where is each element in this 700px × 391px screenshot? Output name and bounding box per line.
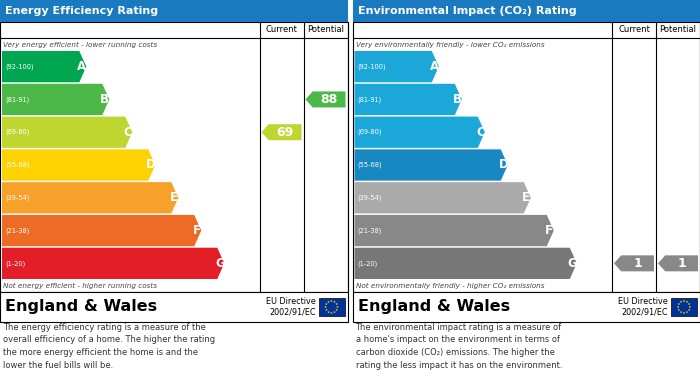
Polygon shape	[336, 306, 339, 308]
Text: C: C	[476, 126, 484, 139]
Bar	[353, 22, 700, 292]
Text: (81-91): (81-91)	[358, 96, 382, 103]
Text: (55-68): (55-68)	[5, 162, 29, 168]
Bar	[353, 0, 700, 22]
Polygon shape	[325, 308, 328, 311]
Text: Not environmentally friendly - higher CO₂ emissions: Not environmentally friendly - higher CO…	[356, 282, 544, 289]
Polygon shape	[2, 51, 86, 82]
Polygon shape	[689, 306, 691, 308]
Text: Environmental Impact (CO₂) Rating: Environmental Impact (CO₂) Rating	[358, 6, 576, 16]
Text: 69: 69	[276, 126, 294, 139]
Text: Very energy efficient - lower running costs: Very energy efficient - lower running co…	[3, 41, 157, 48]
Polygon shape	[354, 117, 485, 148]
Text: Energy Efficiency Rating: Energy Efficiency Rating	[5, 6, 158, 16]
Polygon shape	[680, 311, 682, 313]
Polygon shape	[658, 255, 698, 271]
Polygon shape	[330, 300, 332, 302]
Text: (92-100): (92-100)	[358, 63, 386, 70]
Polygon shape	[2, 248, 224, 279]
Polygon shape	[688, 303, 690, 305]
Polygon shape	[330, 312, 332, 314]
Polygon shape	[354, 215, 554, 246]
Polygon shape	[678, 308, 680, 311]
Text: C: C	[123, 126, 132, 139]
Polygon shape	[2, 182, 178, 213]
Polygon shape	[354, 149, 508, 181]
Text: A: A	[430, 60, 439, 73]
Polygon shape	[2, 117, 132, 148]
Polygon shape	[686, 301, 688, 303]
Text: B: B	[453, 93, 462, 106]
Polygon shape	[262, 124, 302, 140]
Text: Not energy efficient - higher running costs: Not energy efficient - higher running co…	[3, 282, 157, 289]
Bar	[318, 298, 344, 316]
Polygon shape	[688, 308, 690, 311]
Polygon shape	[328, 301, 330, 303]
Text: EU Directive
2002/91/EC: EU Directive 2002/91/EC	[618, 297, 668, 317]
Bar	[353, 292, 700, 322]
Text: G: G	[215, 257, 225, 270]
Text: England & Wales: England & Wales	[358, 300, 510, 314]
Text: (39-54): (39-54)	[5, 195, 29, 201]
Text: A: A	[77, 60, 86, 73]
Text: (69-80): (69-80)	[358, 129, 382, 135]
Polygon shape	[682, 300, 685, 302]
Polygon shape	[354, 84, 462, 115]
Text: England & Wales: England & Wales	[5, 300, 157, 314]
Text: (55-68): (55-68)	[358, 162, 382, 168]
Text: 88: 88	[321, 93, 337, 106]
Polygon shape	[678, 303, 680, 305]
Text: B: B	[100, 93, 109, 106]
Polygon shape	[677, 306, 679, 308]
Polygon shape	[2, 84, 109, 115]
Polygon shape	[328, 311, 330, 313]
Bar	[0, 292, 347, 322]
Text: D: D	[146, 158, 155, 172]
Text: F: F	[193, 224, 201, 237]
Polygon shape	[335, 303, 338, 305]
Polygon shape	[333, 301, 336, 303]
Text: Current: Current	[618, 25, 650, 34]
Polygon shape	[354, 248, 577, 279]
Text: EU Directive
2002/91/EC: EU Directive 2002/91/EC	[266, 297, 316, 317]
Polygon shape	[305, 91, 346, 108]
Text: (21-38): (21-38)	[5, 227, 29, 234]
Text: (92-100): (92-100)	[5, 63, 34, 70]
Polygon shape	[686, 311, 688, 313]
Polygon shape	[324, 306, 327, 308]
Text: 1: 1	[634, 257, 642, 270]
Text: D: D	[498, 158, 508, 172]
Text: F: F	[545, 224, 553, 237]
Text: Potential: Potential	[659, 25, 696, 34]
Text: (81-91): (81-91)	[5, 96, 29, 103]
Text: E: E	[170, 191, 178, 204]
Text: 1: 1	[677, 257, 686, 270]
Text: Current: Current	[265, 25, 298, 34]
Polygon shape	[354, 182, 531, 213]
Polygon shape	[333, 311, 336, 313]
Bar	[671, 298, 697, 316]
Text: G: G	[568, 257, 578, 270]
Polygon shape	[614, 255, 654, 271]
Polygon shape	[335, 308, 338, 311]
Text: The environmental impact rating is a measure of
a home's impact on the environme: The environmental impact rating is a mea…	[356, 323, 562, 369]
Text: (69-80): (69-80)	[5, 129, 29, 135]
Polygon shape	[325, 303, 328, 305]
Text: The energy efficiency rating is a measure of the
overall efficiency of a home. T: The energy efficiency rating is a measur…	[3, 323, 215, 369]
Polygon shape	[2, 149, 155, 181]
Text: (1-20): (1-20)	[358, 260, 378, 267]
Text: Very environmentally friendly - lower CO₂ emissions: Very environmentally friendly - lower CO…	[356, 41, 544, 48]
Polygon shape	[2, 215, 202, 246]
Text: Potential: Potential	[307, 25, 344, 34]
Text: (21-38): (21-38)	[358, 227, 382, 234]
Text: E: E	[522, 191, 531, 204]
Polygon shape	[682, 312, 685, 314]
Polygon shape	[680, 301, 682, 303]
Bar	[0, 0, 347, 22]
Text: (1-20): (1-20)	[5, 260, 25, 267]
Bar	[0, 22, 347, 292]
Text: (39-54): (39-54)	[358, 195, 382, 201]
Polygon shape	[354, 51, 439, 82]
